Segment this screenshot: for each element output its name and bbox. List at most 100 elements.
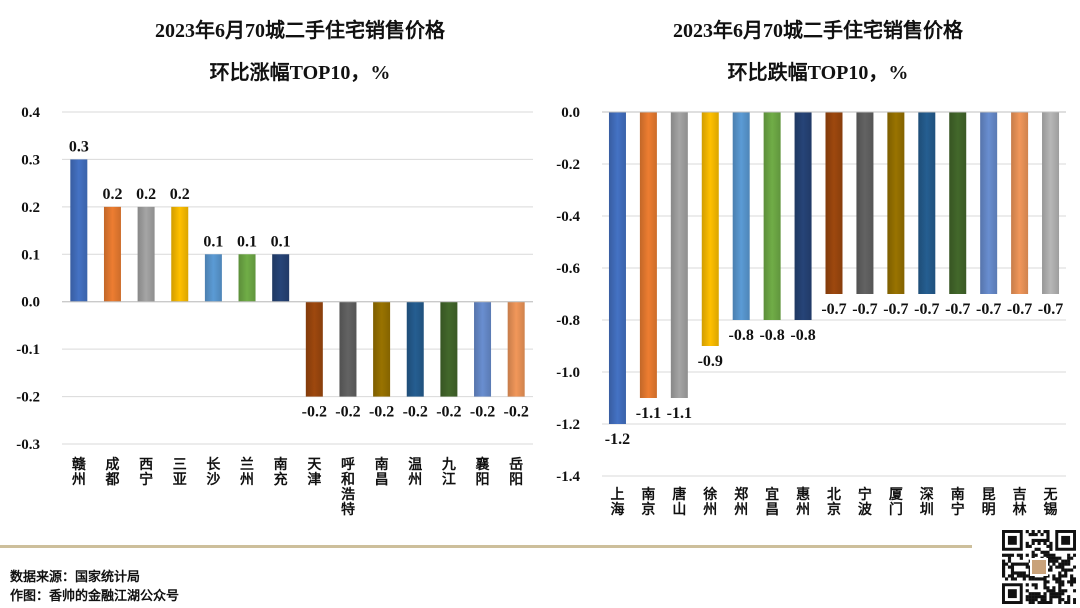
left-data-label: 0.2 — [102, 186, 122, 203]
right-category-label: 吉林 — [1013, 486, 1027, 518]
left-category-label: 赣州 — [71, 456, 87, 488]
left-y-tick-label: 0.0 — [21, 295, 40, 311]
right-bar-无锡 — [1042, 112, 1060, 294]
left-data-label: 0.3 — [69, 138, 89, 155]
left-category-label: 呼和浩特 — [341, 456, 355, 518]
right-category-label: 上海 — [610, 487, 624, 518]
left-category-label: 三亚 — [173, 457, 187, 488]
right-category-label: 南京 — [641, 486, 655, 518]
right-category-label: 宜昌 — [765, 486, 779, 518]
right-bar-吉林 — [1011, 112, 1029, 294]
left-y-tick-label: 0.2 — [21, 200, 40, 216]
right-category-label: 郑州 — [733, 486, 748, 518]
right-bar-厦门 — [887, 112, 905, 294]
left-category-label: 成都 — [104, 456, 119, 488]
right-category-label: 惠州 — [795, 486, 810, 518]
right-data-label: -0.7 — [852, 301, 877, 318]
right-y-tick-label: -1.0 — [556, 365, 580, 381]
left-bar-兰州 — [238, 254, 256, 302]
left-bar-九江 — [440, 301, 458, 397]
left-data-label: -0.2 — [302, 404, 327, 421]
left-chart-title-line1: 2023年6月70城二手住宅销售价格 — [155, 20, 445, 42]
right-data-label: -0.7 — [1007, 301, 1032, 318]
right-category-label: 昆明 — [982, 487, 996, 518]
left-category-label: 九江 — [441, 457, 456, 488]
right-y-tick-label: -1.2 — [556, 417, 580, 433]
left-category-label: 天津 — [307, 457, 322, 488]
right-category-label: 深圳 — [920, 486, 934, 518]
right-data-label: -0.7 — [1038, 301, 1063, 318]
right-data-label: -0.8 — [759, 327, 784, 344]
author-note: 作图：香帅的金融江湖公众号 — [10, 588, 180, 603]
right-y-tick-label: 0.0 — [561, 105, 580, 121]
left-y-tick-label: -0.1 — [16, 342, 40, 358]
right-bar-郑州 — [732, 112, 750, 320]
right-bar-南京 — [639, 112, 657, 398]
left-bar-天津 — [305, 301, 323, 397]
right-category-label: 南宁 — [951, 486, 965, 518]
left-y-tick-label: 0.1 — [21, 247, 40, 263]
right-bar-上海 — [608, 112, 626, 424]
left-data-label: -0.2 — [470, 404, 495, 421]
left-y-tick-label: 0.3 — [21, 152, 40, 168]
left-bar-赣州 — [70, 159, 88, 302]
right-bar-昆明 — [980, 112, 998, 294]
right-data-label: -0.7 — [883, 301, 908, 318]
right-category-label: 唐山 — [672, 486, 686, 518]
right-data-label: -0.8 — [790, 327, 815, 344]
left-data-label: 0.2 — [136, 186, 156, 203]
right-data-label: -1.1 — [667, 405, 692, 422]
right-category-label: 厦门 — [889, 487, 904, 518]
right-data-label: -0.7 — [976, 301, 1001, 318]
right-data-label: -0.7 — [914, 301, 939, 318]
data-source-note: 数据来源：国家统计局 — [10, 569, 141, 584]
left-data-label: 0.1 — [203, 233, 223, 250]
right-bar-深圳 — [918, 112, 936, 294]
left-bar-温州 — [406, 301, 424, 397]
footer-divider — [0, 545, 972, 548]
left-bar-南充 — [272, 254, 290, 302]
right-bar-宜昌 — [763, 112, 781, 320]
left-bar-呼和浩特 — [339, 301, 357, 397]
left-category-label: 岳阳 — [509, 456, 523, 488]
left-data-label: -0.2 — [436, 404, 461, 421]
right-category-label: 宁波 — [858, 486, 873, 518]
right-y-tick-label: -0.8 — [556, 313, 580, 329]
right-bar-北京 — [825, 112, 843, 294]
left-bar-西宁 — [137, 206, 155, 302]
left-data-label: -0.2 — [369, 404, 394, 421]
right-y-tick-label: -1.4 — [556, 469, 580, 485]
right-data-label: -0.8 — [729, 327, 754, 344]
right-bar-宁波 — [856, 112, 874, 294]
right-y-tick-label: -0.6 — [556, 261, 580, 277]
right-bar-惠州 — [794, 112, 812, 320]
left-y-tick-label: -0.2 — [16, 390, 40, 406]
left-bar-成都 — [103, 206, 121, 302]
left-bar-襄阳 — [474, 301, 492, 397]
left-bar-岳阳 — [507, 301, 525, 397]
right-data-label: -1.1 — [636, 405, 661, 422]
left-chart-title: 2023年6月70城二手住宅销售价格 环比涨幅TOP10，% — [60, 10, 540, 94]
right-category-label: 无锡 — [1043, 487, 1058, 518]
left-bar-长沙 — [204, 254, 222, 302]
left-category-label: 南充 — [274, 456, 288, 488]
left-category-label: 西宁 — [139, 457, 153, 488]
left-category-label: 兰州 — [239, 456, 254, 488]
right-chart-title-line1: 2023年6月70城二手住宅销售价格 — [673, 20, 963, 42]
left-category-label: 襄阳 — [475, 456, 491, 488]
left-category-label: 温州 — [407, 457, 422, 488]
left-data-label: 0.2 — [170, 186, 190, 203]
right-bar-唐山 — [670, 112, 688, 398]
left-chart: 0.4 0.3 0.2 0.1 0.0 -0.1 -0.2 -0.3 0.3 赣州 0.2 成都 0.2… — [16, 105, 533, 518]
qr-code-icon — [1002, 530, 1076, 604]
right-bar-南宁 — [949, 112, 967, 294]
right-data-label: -1.2 — [605, 431, 630, 448]
right-data-label: -0.7 — [821, 301, 846, 318]
right-category-label: 徐州 — [702, 486, 717, 518]
right-y-tick-label: -0.2 — [556, 157, 580, 173]
left-category-label: 长沙 — [206, 456, 221, 488]
right-data-label: -0.9 — [698, 353, 723, 370]
left-bar-三亚 — [171, 206, 189, 302]
right-category-label: 北京 — [827, 487, 841, 518]
